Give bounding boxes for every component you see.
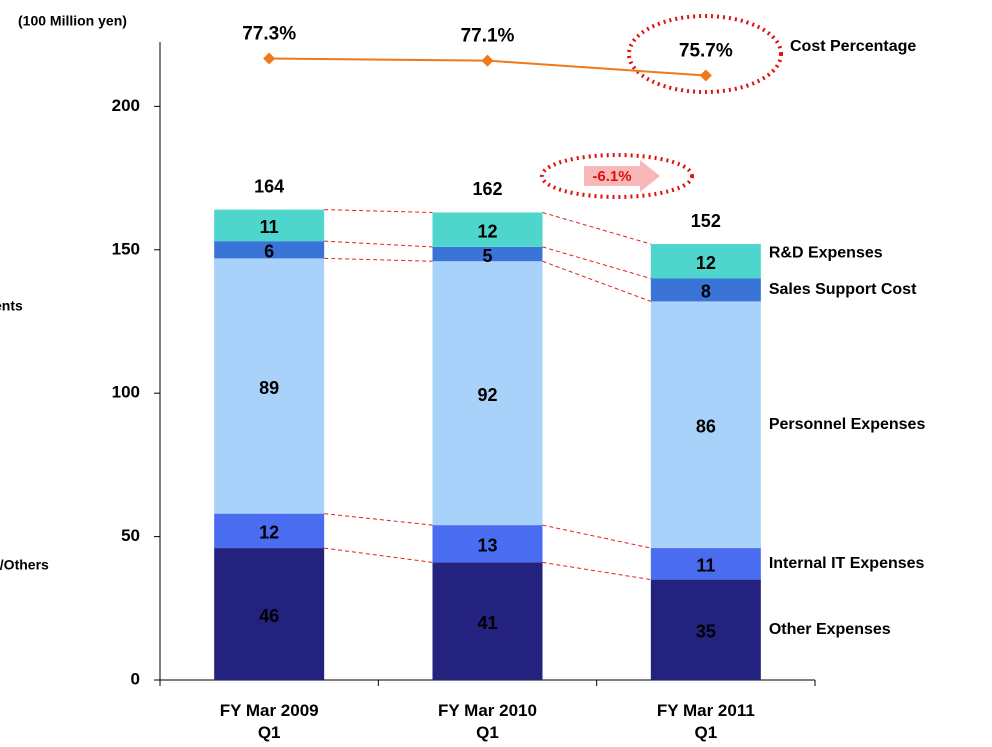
connector	[324, 513, 433, 526]
bar-segment	[214, 548, 325, 680]
data-label: 5	[482, 246, 492, 266]
bar-segment	[650, 301, 761, 549]
y-tick-label: 200	[112, 96, 140, 115]
bar-segment	[432, 525, 543, 563]
cropped-label: s/Others	[0, 557, 49, 573]
legend-label: Internal IT Expenses	[769, 555, 925, 572]
y-axis-label: (100 Million yen)	[18, 13, 127, 29]
connector	[324, 240, 433, 248]
legend-label: R&D Expenses	[769, 244, 883, 261]
y-tick-label: 50	[121, 526, 140, 545]
data-label: 12	[477, 221, 497, 241]
connector	[542, 246, 651, 279]
line-value-label: 75.7%	[679, 41, 733, 62]
bar-segment	[650, 548, 761, 580]
data-label: 89	[259, 378, 279, 398]
line-marker	[263, 52, 276, 65]
connector	[542, 212, 651, 245]
bar-segment	[650, 579, 761, 680]
data-label: 11	[260, 217, 279, 237]
data-label: 86	[696, 416, 716, 436]
legend-label: Other Expenses	[769, 621, 891, 638]
line-value-label: 77.1%	[461, 26, 515, 47]
line-marker	[699, 69, 712, 82]
bar-segment	[214, 258, 325, 514]
change-arrow	[584, 160, 660, 192]
highlight-ellipse	[540, 153, 694, 199]
connector	[324, 257, 433, 262]
bar-segment	[214, 209, 325, 242]
bar-segment	[432, 562, 543, 680]
total-label: 162	[472, 179, 502, 199]
data-label: 6	[264, 242, 274, 262]
total-label: 164	[254, 176, 284, 196]
data-label: 92	[477, 385, 497, 405]
data-label: 13	[477, 536, 497, 556]
bar-segment	[432, 212, 543, 247]
data-label: 41	[477, 613, 497, 633]
connector	[542, 524, 651, 549]
bar-segment	[650, 244, 761, 279]
x-tick-label: FY Mar 2009 Q1	[220, 701, 319, 742]
change-annotation: -6.1%	[592, 168, 631, 185]
legend-label: Sales Support Cost	[769, 281, 917, 298]
y-tick-label: 150	[112, 239, 140, 258]
bar-segment	[432, 246, 543, 262]
connector	[542, 561, 651, 581]
x-tick-label: FY Mar 2011 Q1	[657, 701, 755, 742]
data-label: 12	[259, 523, 279, 543]
bar-segment	[650, 278, 761, 302]
highlight-ellipse	[627, 14, 783, 94]
bar-segment	[432, 261, 543, 526]
x-tick-label: FY Mar 2010 Q1	[438, 701, 537, 742]
data-label: 12	[696, 253, 716, 273]
legend-label: Personnel Expenses	[769, 416, 926, 433]
bar-segment	[214, 513, 325, 549]
data-label: 11	[696, 556, 715, 576]
line-legend-label: Cost Percentage	[790, 38, 916, 55]
data-label: 46	[259, 606, 279, 626]
connector	[542, 260, 652, 302]
line-value-label: 77.3%	[242, 24, 296, 45]
data-label: 8	[701, 282, 711, 302]
line-marker	[481, 54, 494, 67]
y-tick-label: 0	[131, 669, 140, 688]
cropped-label: ents	[0, 298, 23, 314]
data-label: 35	[696, 622, 716, 642]
y-tick-label: 100	[112, 383, 140, 402]
bar-segment	[214, 241, 325, 259]
total-label: 152	[691, 211, 721, 231]
connector	[324, 547, 433, 563]
connector	[324, 209, 433, 213]
